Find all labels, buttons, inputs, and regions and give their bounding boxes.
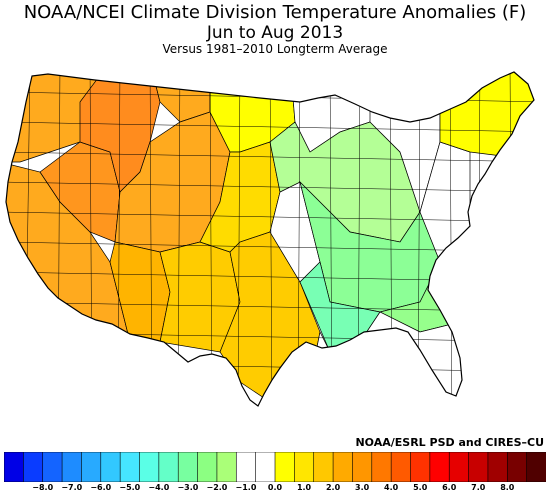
credit-label: NOAA/ESRL PSD and CIRES–CU	[355, 436, 544, 449]
legend-swatch	[177, 452, 199, 482]
map-title: NOAA/NCEI Climate Division Temperature A…	[23, 2, 527, 23]
legend-tick: −5.0	[119, 483, 141, 492]
legend-swatch	[332, 452, 354, 482]
legend-swatch	[468, 452, 489, 482]
legend-tick: −6.0	[90, 483, 112, 492]
legend-swatch	[506, 452, 528, 482]
legend-swatch	[158, 452, 179, 482]
legend-swatch	[390, 452, 412, 482]
legend-swatch	[371, 452, 392, 482]
legend-swatch	[216, 452, 237, 482]
legend-tick: −8.0	[32, 483, 54, 492]
legend-tick: −1.0	[235, 483, 257, 492]
legend-tick: −2.0	[206, 483, 228, 492]
legend-tick: −7.0	[61, 483, 83, 492]
legend-tick: −4.0	[148, 483, 170, 492]
region-northeast-warm	[439, 72, 534, 163]
legend-swatch	[526, 452, 546, 482]
legend-tick: −3.0	[177, 483, 199, 492]
legend-swatch	[410, 452, 431, 482]
legend-tick: 2.0	[325, 483, 341, 492]
legend-swatch	[429, 452, 450, 482]
legend-swatch	[139, 452, 160, 482]
legend-tick: 5.0	[413, 483, 428, 492]
legend-swatch	[119, 452, 141, 482]
legend-swatch	[81, 452, 102, 482]
legend-swatch	[42, 452, 63, 482]
map-subtitle: Versus 1981–2010 Longterm Average	[162, 42, 388, 56]
legend-swatch	[235, 452, 257, 482]
map-period: Jun to Aug 2013	[206, 23, 344, 43]
legend-swatch	[487, 452, 508, 482]
legend-tick: 0.0	[267, 483, 283, 492]
legend-swatch	[274, 452, 295, 482]
legend-tick: 6.0	[442, 483, 457, 492]
legend-swatch	[197, 452, 218, 482]
legend-swatch	[448, 452, 470, 482]
legend-tick: 7.0	[471, 483, 486, 492]
legend-tick: 3.0	[355, 483, 370, 492]
legend-swatch	[4, 452, 24, 482]
legend-swatch	[255, 452, 276, 482]
legend-tick: 1.0	[296, 483, 312, 492]
legend-swatch	[100, 452, 121, 482]
legend-swatch	[352, 452, 373, 482]
color-legend-bar	[4, 452, 546, 482]
us-anomaly-map	[5, 71, 535, 407]
legend-swatch	[294, 452, 315, 482]
legend-tick: 8.0	[500, 483, 515, 492]
legend-swatch	[61, 452, 83, 482]
legend-tick: 4.0	[384, 483, 399, 492]
legend-swatch	[23, 452, 44, 482]
legend-swatch	[313, 452, 334, 482]
